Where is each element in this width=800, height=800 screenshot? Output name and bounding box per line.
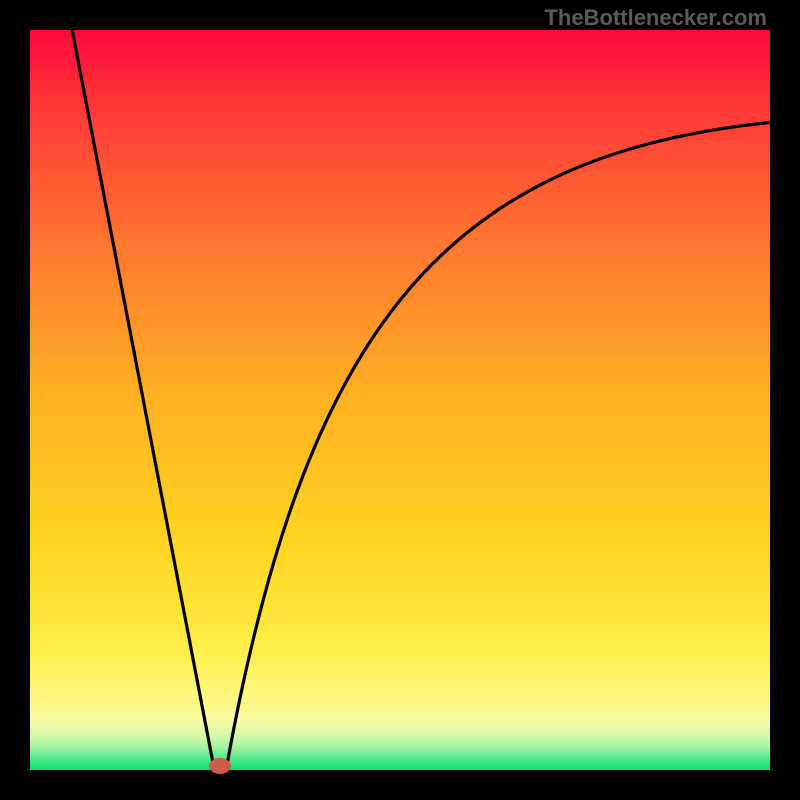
- chart-frame: TheBottlenecker.com: [0, 0, 800, 800]
- attribution-watermark: TheBottlenecker.com: [544, 5, 767, 31]
- bottleneck-curve: [30, 30, 770, 770]
- plot-area: [30, 30, 770, 770]
- optimal-point-marker: [209, 758, 231, 774]
